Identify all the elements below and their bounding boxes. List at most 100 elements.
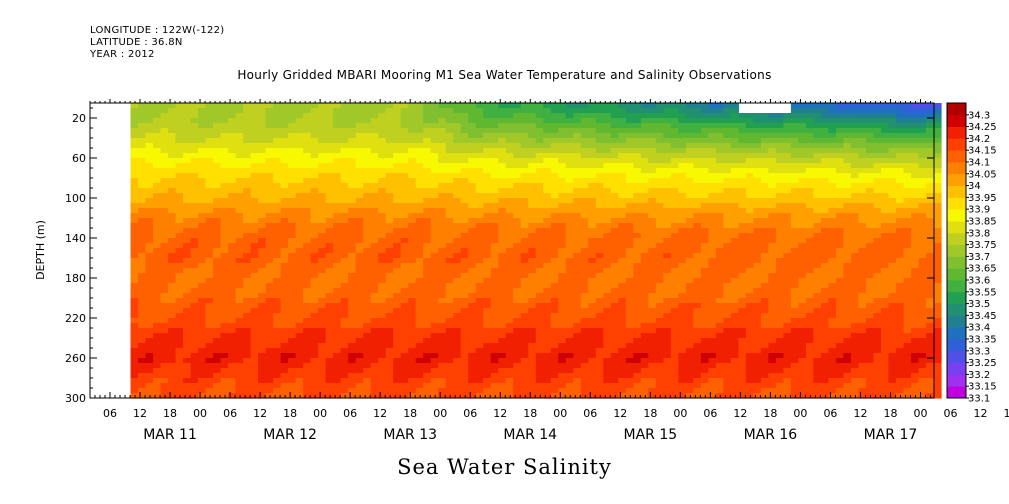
heatmap-cell [498, 273, 507, 279]
heatmap-cell [715, 313, 724, 319]
heatmap-cell [603, 118, 612, 124]
heatmap-cell [700, 288, 709, 294]
heatmap-cell [618, 143, 627, 149]
heatmap-cell [415, 208, 424, 214]
heatmap-cell [363, 313, 372, 319]
heatmap-cell [438, 248, 447, 254]
heatmap-cell [610, 303, 619, 309]
heatmap-cell [138, 238, 147, 244]
heatmap-cell [220, 293, 229, 299]
heatmap-cell [580, 118, 589, 124]
heatmap-cell [220, 183, 229, 189]
heatmap-cell [363, 243, 372, 249]
heatmap-cell [640, 303, 649, 309]
heatmap-cell [715, 228, 724, 234]
heatmap-cell [220, 348, 229, 354]
heatmap-cell [423, 103, 432, 109]
heatmap-cell [160, 178, 169, 184]
heatmap-cell [603, 233, 612, 239]
heatmap-cell [175, 168, 184, 174]
heatmap-cell [678, 163, 687, 169]
heatmap-cell [355, 383, 364, 389]
heatmap-cell [400, 118, 409, 124]
heatmap-cell [243, 208, 252, 214]
heatmap-cell [273, 198, 282, 204]
heatmap-cell [198, 268, 207, 274]
heatmap-cell [145, 223, 154, 229]
heatmap-cell [663, 288, 672, 294]
heatmap-cell [618, 278, 627, 284]
heatmap-cell [558, 258, 567, 264]
heatmap-cell [558, 248, 567, 254]
heatmap-cell [558, 103, 567, 109]
heatmap-cell [730, 208, 739, 214]
heatmap-cell [408, 133, 417, 139]
heatmap-cell [745, 373, 754, 379]
heatmap-cell [520, 293, 529, 299]
heatmap-cell [153, 198, 162, 204]
heatmap-cell [318, 303, 327, 309]
heatmap-cell [708, 133, 717, 139]
heatmap-cell [588, 133, 597, 139]
heatmap-cell [745, 288, 754, 294]
heatmap-cell [610, 343, 619, 349]
heatmap-cell [355, 343, 364, 349]
heatmap-cell [760, 233, 769, 239]
heatmap-cell [693, 348, 702, 354]
heatmap-cell [715, 143, 724, 149]
heatmap-cell [730, 308, 739, 314]
heatmap-cell [378, 253, 387, 259]
heatmap-cell [340, 103, 349, 109]
heatmap-cell [700, 363, 709, 369]
heatmap-cell [460, 138, 469, 144]
heatmap-cell [378, 173, 387, 179]
heatmap-cell [565, 158, 574, 164]
heatmap-cell [453, 103, 462, 109]
heatmap-cell [543, 223, 552, 229]
heatmap-cell [580, 333, 589, 339]
heatmap-cell [693, 338, 702, 344]
heatmap-cell [648, 108, 657, 114]
heatmap-cell [415, 213, 424, 219]
heatmap-cell [295, 228, 304, 234]
heatmap-cell [693, 133, 702, 139]
heatmap-cell [678, 323, 687, 329]
heatmap-cell [745, 308, 754, 314]
heatmap-cell [280, 218, 289, 224]
heatmap-cell [490, 338, 499, 344]
heatmap-cell [235, 168, 244, 174]
heatmap-cell [573, 348, 582, 354]
heatmap-cell [138, 393, 147, 399]
heatmap-cell [295, 353, 304, 359]
heatmap-cell [160, 343, 169, 349]
heatmap-cell [558, 378, 567, 384]
heatmap-cell [220, 268, 229, 274]
heatmap-cell [745, 353, 754, 359]
heatmap-cell [603, 253, 612, 259]
heatmap-cell [183, 153, 192, 159]
heatmap-cell [715, 243, 724, 249]
heatmap-cell [258, 188, 267, 194]
heatmap-cell [400, 228, 409, 234]
heatmap-cell [213, 193, 222, 199]
heatmap-cell [745, 143, 754, 149]
heatmap-cell [723, 333, 732, 339]
heatmap-cell [400, 373, 409, 379]
heatmap-cell [543, 168, 552, 174]
heatmap-cell [708, 353, 717, 359]
heatmap-cell [753, 363, 762, 369]
heatmap-cell [708, 143, 717, 149]
heatmap-cell [460, 228, 469, 234]
heatmap-cell [423, 288, 432, 294]
heatmap-cell [265, 248, 274, 254]
heatmap-cell [685, 273, 694, 279]
heatmap-cell [535, 113, 544, 119]
heatmap-cell [265, 253, 274, 259]
heatmap-cell [318, 158, 327, 164]
heatmap-cell [490, 193, 499, 199]
heatmap-cell [408, 178, 417, 184]
heatmap-cell [738, 283, 747, 289]
heatmap-cell [663, 268, 672, 274]
heatmap-cell [400, 213, 409, 219]
heatmap-cell [153, 303, 162, 309]
